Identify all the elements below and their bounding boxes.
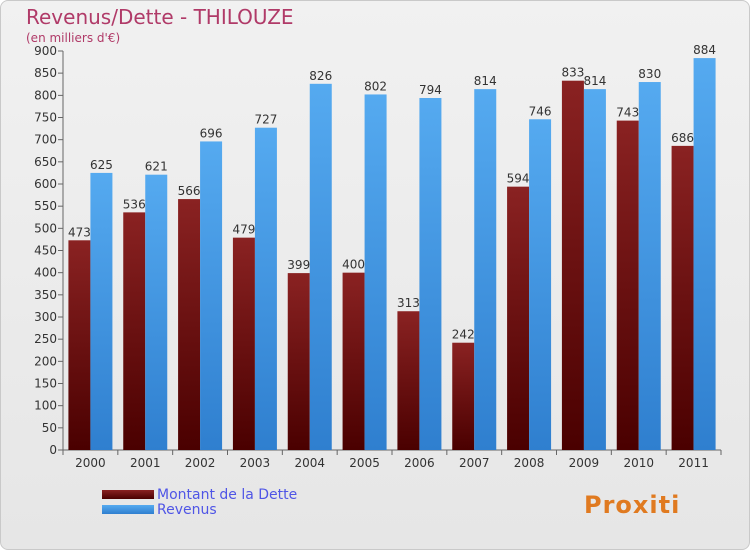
bar-debt — [507, 186, 530, 450]
bar-revenue — [90, 172, 113, 450]
value-label-revenue: 814 — [474, 74, 497, 88]
value-label-revenue: 625 — [90, 158, 113, 172]
y-tick-label: 100 — [34, 399, 57, 413]
y-tick-label: 850 — [34, 66, 57, 80]
y-tick-label: 800 — [34, 88, 57, 102]
value-label-revenue: 727 — [254, 113, 277, 127]
y-tick-label: 700 — [34, 133, 57, 147]
bar-debt — [68, 240, 91, 450]
x-tick-label: 2001 — [130, 456, 161, 470]
value-label-revenue: 814 — [583, 74, 606, 88]
bar-revenue — [145, 174, 168, 450]
value-label-debt: 399 — [287, 258, 310, 272]
bar-revenue — [254, 127, 277, 451]
bar-debt — [397, 311, 420, 450]
value-label-debt: 833 — [561, 66, 584, 80]
bar-debt — [452, 342, 475, 450]
y-tick-label: 750 — [34, 111, 57, 125]
x-tick-label: 2003 — [240, 456, 271, 470]
y-tick-label: 200 — [34, 354, 57, 368]
bar-revenue — [693, 58, 716, 451]
bar-revenue — [474, 89, 497, 451]
bar-debt — [561, 80, 584, 450]
y-tick-label: 50 — [42, 421, 57, 435]
bar-revenue — [200, 141, 223, 450]
bar-revenue — [309, 83, 332, 450]
x-tick-label: 2005 — [349, 456, 380, 470]
value-label-debt: 743 — [616, 106, 639, 120]
y-tick-label: 550 — [34, 199, 57, 213]
value-label-debt: 594 — [507, 172, 530, 186]
y-tick-label: 650 — [34, 155, 57, 169]
legend-item-debt: Montant de la Dette — [102, 486, 298, 503]
value-label-debt: 479 — [232, 223, 255, 237]
legend-label-revenue: Revenus — [157, 501, 217, 518]
bar-revenue — [583, 89, 606, 451]
x-tick-label: 2008 — [514, 456, 545, 470]
value-label-debt: 686 — [671, 131, 694, 145]
x-tick-label: 2000 — [75, 456, 106, 470]
value-label-debt: 242 — [452, 328, 475, 342]
bar-debt — [616, 120, 639, 450]
bar-revenue — [419, 97, 442, 450]
value-label-debt: 473 — [68, 225, 91, 239]
value-label-revenue: 884 — [693, 43, 716, 57]
x-tick-label: 2007 — [459, 456, 490, 470]
legend-item-revenue: Revenus — [102, 501, 297, 518]
y-tick-label: 0 — [49, 443, 57, 457]
value-label-revenue: 621 — [145, 160, 168, 174]
value-label-revenue: 794 — [419, 83, 442, 97]
bar-revenue — [364, 94, 387, 451]
y-tick-label: 600 — [34, 177, 57, 191]
y-tick-label: 500 — [34, 221, 57, 235]
value-label-debt: 313 — [397, 296, 420, 310]
chart-title: Revenus/Dette - THILOUZE — [26, 5, 294, 29]
bar-debt — [287, 273, 310, 450]
legend-swatch-debt — [102, 490, 154, 499]
x-tick-label: 2011 — [678, 456, 709, 470]
bar-revenue — [529, 119, 552, 451]
y-tick-label: 150 — [34, 377, 57, 391]
legend: Montant de la Dette Revenus — [102, 486, 298, 518]
x-tick-label: 2010 — [623, 456, 654, 470]
legend-label-debt: Montant de la Dette — [157, 486, 298, 503]
x-tick-label: 2009 — [569, 456, 600, 470]
y-tick-label: 900 — [34, 44, 57, 58]
bar-debt — [123, 212, 146, 450]
bar-debt — [232, 237, 255, 450]
chart-subtitle: (en milliers d'€) — [26, 31, 121, 45]
x-tick-label: 2002 — [185, 456, 216, 470]
x-tick-label: 2004 — [294, 456, 325, 470]
proxiti-logo: Proxiti — [584, 491, 681, 519]
value-label-debt: 536 — [123, 197, 146, 211]
bar-debt — [671, 145, 694, 450]
y-tick-label: 400 — [34, 266, 57, 280]
value-label-debt: 400 — [342, 258, 365, 272]
y-tick-label: 250 — [34, 332, 57, 346]
value-label-revenue: 696 — [200, 126, 223, 140]
value-label-revenue: 830 — [638, 67, 661, 81]
value-label-debt: 566 — [178, 184, 201, 198]
value-label-revenue: 802 — [364, 79, 387, 93]
bar-debt — [342, 272, 365, 450]
y-tick-label: 450 — [34, 244, 57, 258]
bar-debt — [178, 199, 201, 450]
value-label-revenue: 826 — [309, 69, 332, 83]
x-tick-label: 2006 — [404, 456, 435, 470]
bar-revenue — [638, 82, 661, 451]
y-tick-label: 350 — [34, 288, 57, 302]
legend-swatch-revenue — [102, 505, 154, 514]
value-label-revenue: 746 — [529, 104, 552, 118]
y-tick-label: 300 — [34, 310, 57, 324]
